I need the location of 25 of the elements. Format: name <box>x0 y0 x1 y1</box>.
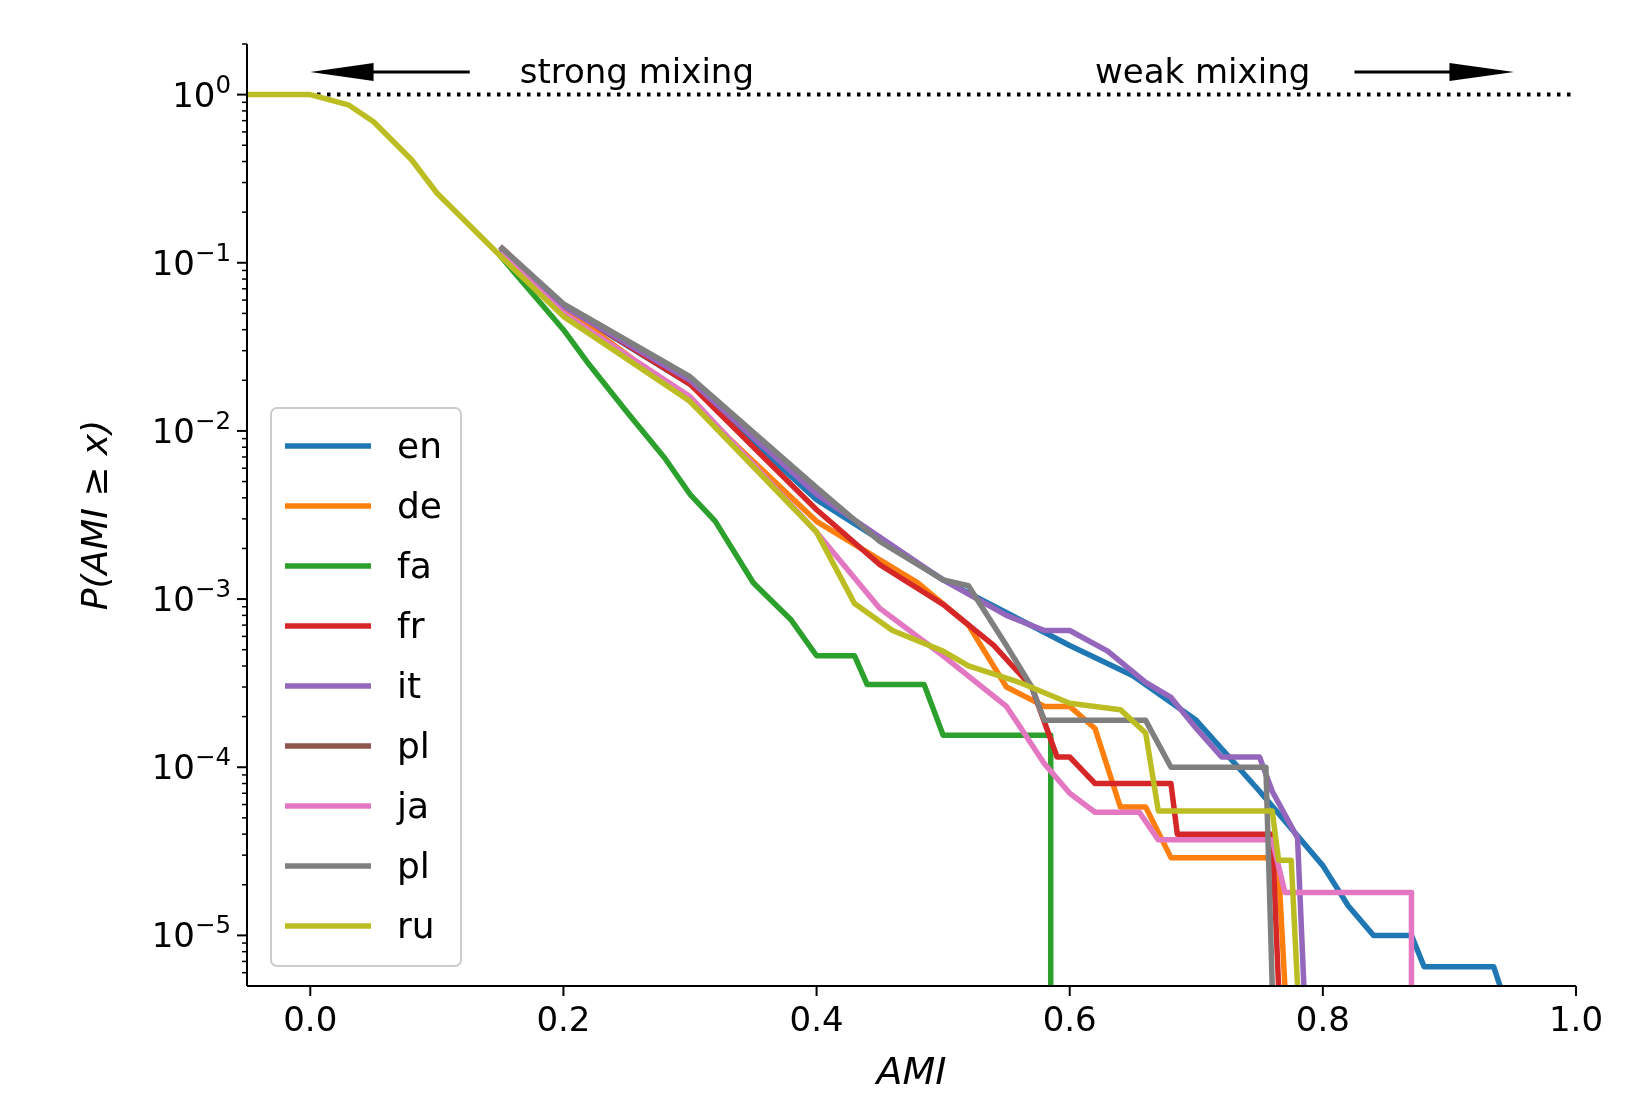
y-tick-label: 10$^{0}$ <box>172 69 231 115</box>
legend-label: en <box>397 425 442 466</box>
x-tick-label: 0.2 <box>536 999 591 1039</box>
legend-label: ja <box>396 785 430 826</box>
x-tick-label: 1.0 <box>1548 999 1604 1039</box>
legend-label: pl <box>397 725 430 766</box>
y-tick-label: 10$^{−2}$ <box>151 405 231 451</box>
annotation: strong mixing <box>519 51 754 91</box>
legend-label: pl <box>397 845 430 886</box>
y-tick-label: 10$^{−5}$ <box>151 909 231 956</box>
x-tick-label: 0.8 <box>1295 999 1350 1039</box>
legend-label: fr <box>397 605 425 646</box>
x-tick-label: 0.6 <box>1042 999 1097 1039</box>
annotation: weak mixing <box>1094 51 1311 91</box>
legend-label: it <box>397 665 422 706</box>
legend-label: fa <box>397 545 432 586</box>
x-tick-label: 0.4 <box>789 999 844 1039</box>
x-axis-title: AMI <box>873 1049 947 1093</box>
y-tick-label: 10$^{−1}$ <box>151 237 231 283</box>
y-axis-title: P(AMI ≥ x) <box>74 419 115 611</box>
legend-label: de <box>397 485 442 526</box>
y-tick-label: 10$^{−4}$ <box>151 741 231 788</box>
x-tick-label: 0.0 <box>283 999 338 1039</box>
y-tick-label: 10$^{−3}$ <box>151 573 231 620</box>
legend-label: ru <box>397 905 435 946</box>
